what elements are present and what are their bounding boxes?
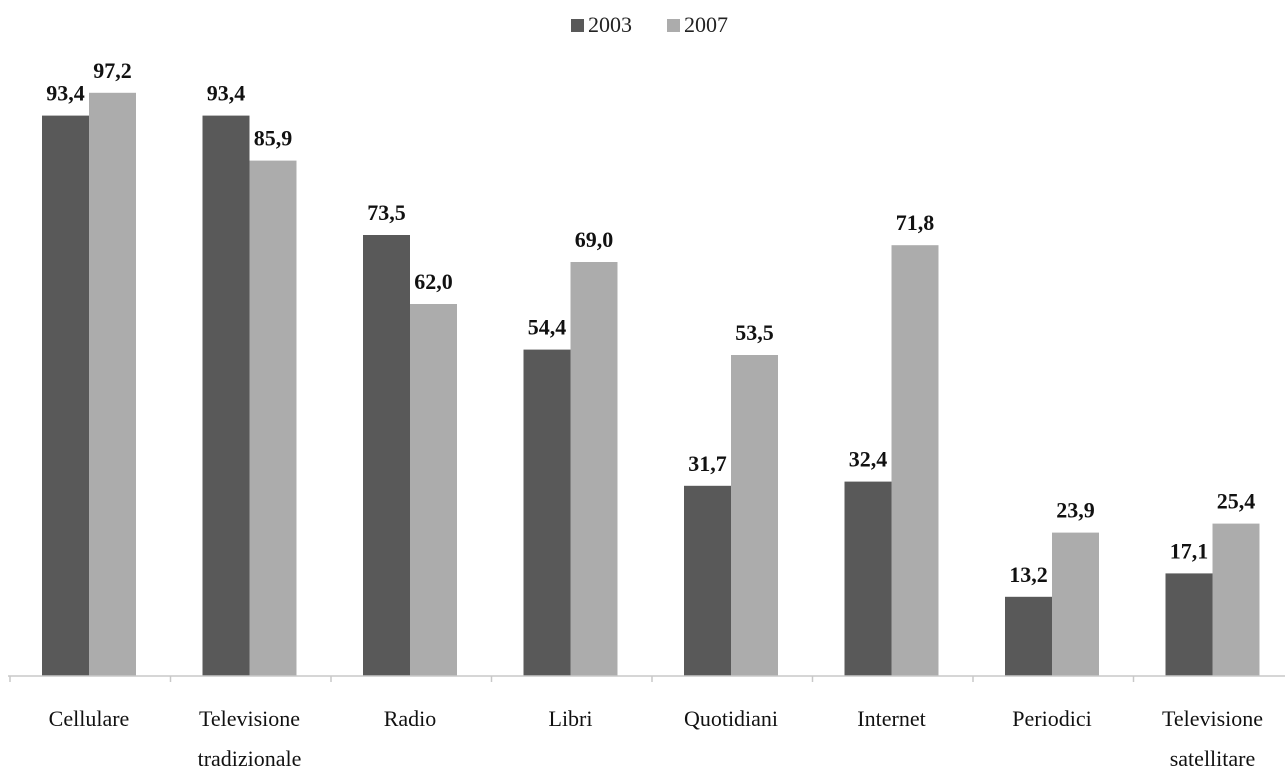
- value-label-televisione-satellitare-2003: 17,1: [1170, 538, 1209, 563]
- bar-radio-2007: [410, 304, 457, 676]
- value-label-cellulare-2007: 97,2: [93, 58, 132, 83]
- legend-label-2003: 2003: [588, 12, 632, 37]
- category-label-line: Cellulare: [49, 706, 130, 731]
- category-label-line: Radio: [384, 706, 437, 731]
- legend: 2003 2007: [571, 12, 728, 37]
- category-label-libri: Libri: [549, 706, 593, 731]
- bar-internet-2007: [891, 245, 939, 676]
- bar-televisione-tradizionale-2007: [249, 160, 297, 677]
- category-label-line: tradizionale: [198, 746, 302, 771]
- category-label-line: Quotidiani: [684, 706, 778, 731]
- value-label-libri-2007: 69,0: [575, 227, 614, 252]
- value-label-televisione-tradizionale-2007: 85,9: [254, 126, 293, 151]
- bar-televisione-tradizionale-2003: [202, 115, 250, 677]
- bar-cellulare-2007: [89, 92, 136, 677]
- bar-libri-2007: [570, 262, 618, 676]
- bar-televisione-satellitare-2003: [1165, 573, 1213, 676]
- bar-internet-2003: [844, 481, 892, 676]
- category-labels: Cellulare Televisione tradizionale Radio Lib…: [49, 706, 1263, 771]
- value-label-periodici-2003: 13,2: [1009, 562, 1048, 587]
- bar-quotidiani-2007: [731, 355, 778, 676]
- category-label-radio: Radio: [384, 706, 437, 731]
- x-axis: [8, 675, 1285, 682]
- value-label-televisione-tradizionale-2003: 93,4: [207, 81, 246, 106]
- bar-periodici-2007: [1052, 532, 1099, 676]
- legend-item-2007: 2007: [667, 12, 728, 37]
- legend-label-2007: 2007: [684, 12, 728, 37]
- bar-cellulare-2003: [42, 115, 89, 677]
- value-label-libri-2003: 54,4: [528, 315, 567, 340]
- bar-libri-2003: [523, 349, 571, 676]
- value-label-periodici-2007: 23,9: [1056, 498, 1095, 523]
- category-label-line: Televisione: [199, 706, 300, 731]
- category-label-line: Televisione: [1162, 706, 1263, 731]
- category-label-televisione-tradizionale: Televisione tradizionale: [198, 706, 302, 771]
- category-label-quotidiani: Quotidiani: [684, 706, 778, 731]
- bar-quotidiani-2003: [684, 485, 731, 676]
- category-label-periodici: Periodici: [1012, 706, 1091, 731]
- value-label-quotidiani-2007: 53,5: [735, 320, 774, 345]
- value-label-radio-2003: 73,5: [367, 200, 406, 225]
- bar-radio-2003: [363, 235, 410, 676]
- category-label-line: Internet: [857, 706, 925, 731]
- category-label-line: Libri: [549, 706, 593, 731]
- value-label-radio-2007: 62,0: [414, 269, 453, 294]
- value-label-cellulare-2003: 93,4: [46, 81, 85, 106]
- bar-periodici-2003: [1005, 596, 1052, 676]
- legend-swatch-2007: [667, 19, 680, 32]
- category-label-line: Periodici: [1012, 706, 1091, 731]
- category-label-line: satellitare: [1170, 746, 1256, 771]
- value-label-televisione-satellitare-2007: 25,4: [1217, 489, 1256, 514]
- category-label-cellulare: Cellulare: [49, 706, 130, 731]
- legend-item-2003: 2003: [571, 12, 632, 37]
- value-label-internet-2003: 32,4: [849, 447, 888, 472]
- value-label-internet-2007: 71,8: [896, 210, 935, 235]
- value-labels: 93,4 97,2 93,4 85,9 73,5 62,0 54,4 69,0 31,7 53,5…: [46, 58, 1255, 587]
- bars: [42, 92, 1260, 677]
- legend-swatch-2003: [571, 19, 584, 32]
- bar-televisione-satellitare-2007: [1212, 523, 1260, 676]
- category-label-internet: Internet: [857, 706, 925, 731]
- category-label-televisione-satellitare: Televisione satellitare: [1162, 706, 1263, 771]
- value-label-quotidiani-2003: 31,7: [688, 451, 727, 476]
